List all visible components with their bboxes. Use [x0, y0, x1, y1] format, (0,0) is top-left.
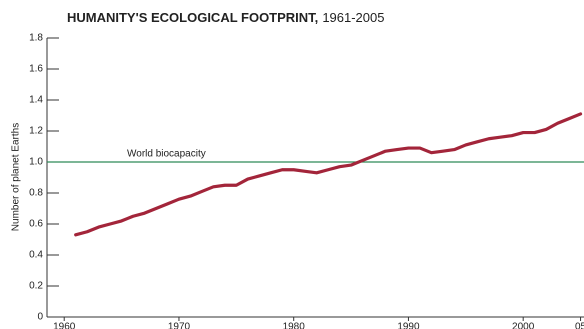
subtitle: 1961-2005 [322, 10, 384, 25]
y-tick-label: 0 [37, 312, 43, 323]
y-tick-label: 1.6 [29, 64, 43, 75]
y-tick-label: 0.6 [29, 219, 43, 230]
reference-label: World biocapacity [127, 149, 206, 160]
y-tick-label: 1.4 [29, 95, 43, 106]
chart-title: HUMANITY'S ECOLOGICAL FOOTPRINT, 1961-200… [67, 10, 384, 25]
y-tick-label: 1.8 [29, 33, 43, 44]
y-tick-label: 0.2 [29, 281, 43, 292]
y-axis-label: Number of planet Earths [11, 123, 22, 231]
data-line [74, 112, 583, 237]
x-tick-label: 1980 [283, 322, 306, 329]
y-tick-label: 1.0 [29, 157, 43, 168]
x-tick-label: 05 [575, 322, 584, 329]
x-tick-label: 1960 [53, 322, 76, 329]
y-tick-label: 0.4 [29, 250, 43, 261]
x-tick-label: 1990 [397, 322, 420, 329]
y-tick-label: 0.8 [29, 188, 43, 199]
title: HUMANITY'S ECOLOGICAL FOOTPRINT, [67, 10, 318, 25]
y-tick-label: 1.2 [29, 126, 43, 137]
x-tick-label: 1970 [168, 322, 191, 329]
x-tick-label: 2000 [512, 322, 535, 329]
